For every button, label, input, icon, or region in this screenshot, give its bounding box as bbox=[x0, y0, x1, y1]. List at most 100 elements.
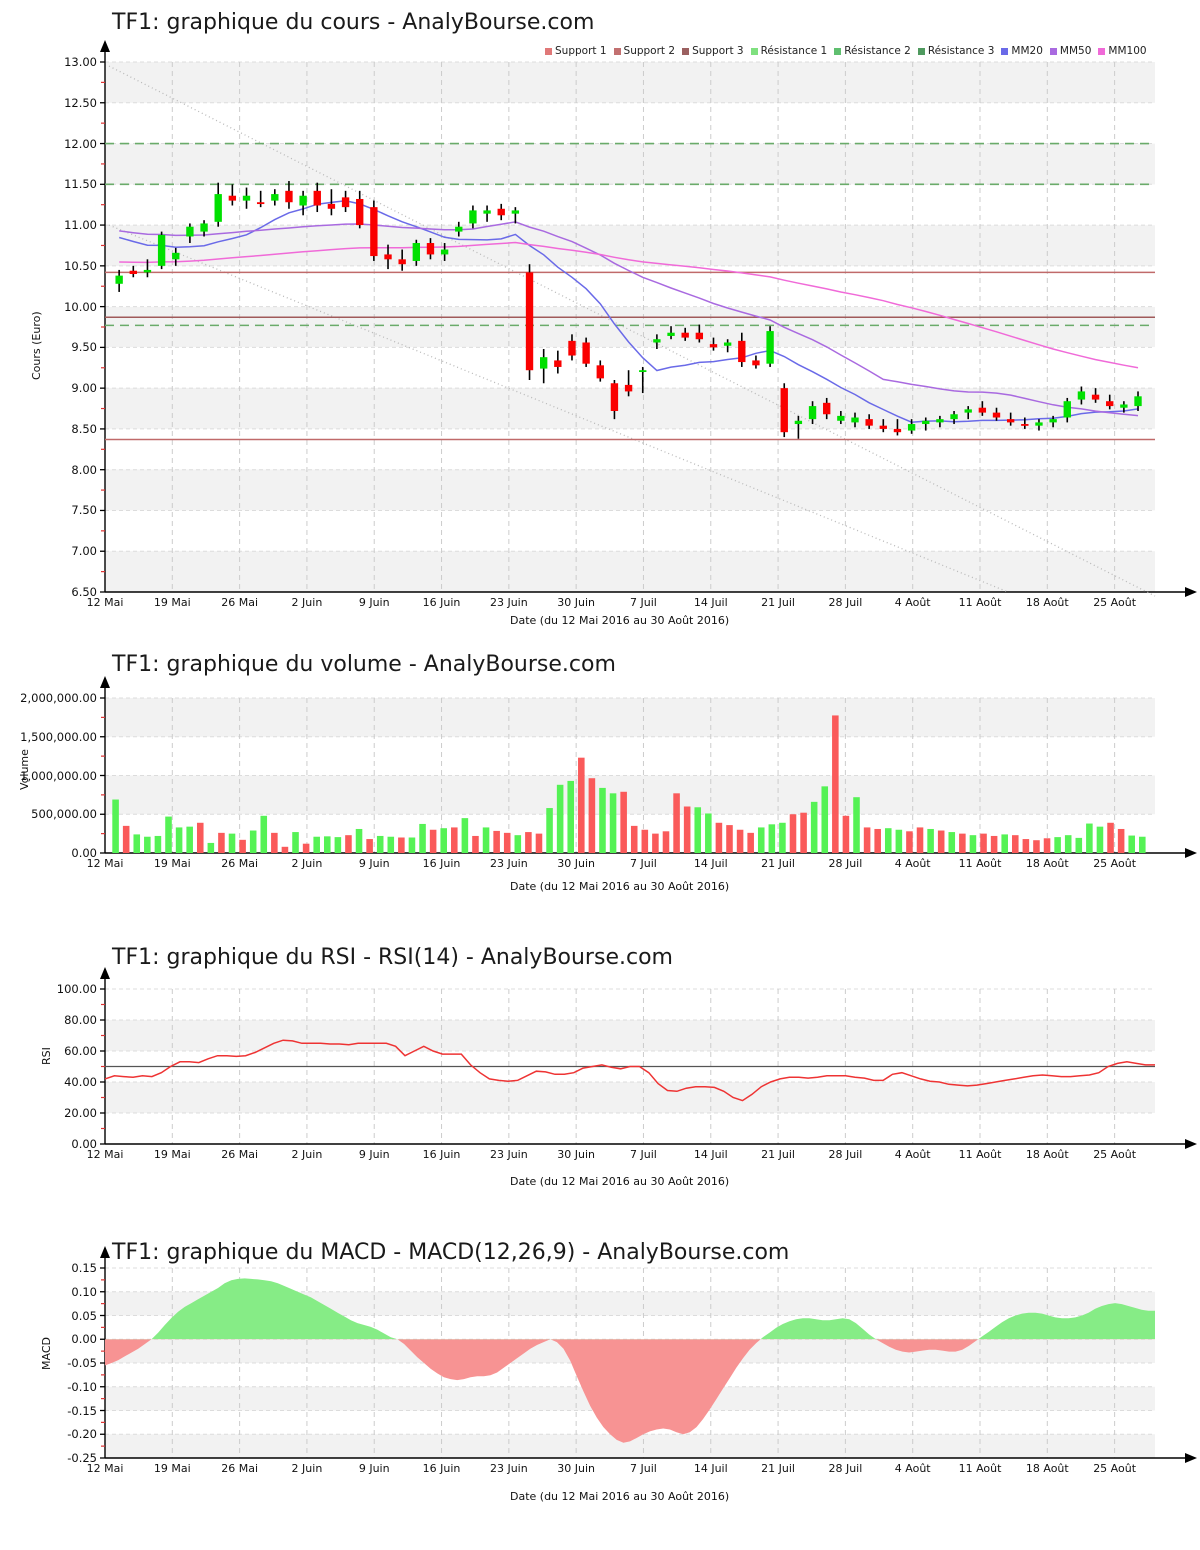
x-tick-label: 14 Juil bbox=[693, 857, 728, 870]
x-tick-label: 23 Juin bbox=[489, 857, 528, 870]
y-tick-label: 0.15 bbox=[71, 1261, 97, 1275]
x-tick-label: 16 Juin bbox=[422, 1148, 461, 1161]
y-tick-label: 100.00 bbox=[56, 982, 97, 996]
x-tick-label: 12 Mai bbox=[86, 1462, 124, 1475]
y-tick-label: 0.00 bbox=[71, 1332, 97, 1347]
legend-swatch-icon bbox=[1001, 47, 1009, 55]
y-tick-label: 80.00 bbox=[64, 1013, 97, 1027]
y-tick-label: 11.50 bbox=[64, 177, 97, 192]
legend-label: MM20 bbox=[1011, 45, 1043, 57]
volume-chart-panel: TF1: graphique du volume - AnalyBourse.c… bbox=[0, 640, 1200, 935]
x-tick-label: 26 Mai bbox=[221, 857, 258, 870]
y-tick-label: 0.00 bbox=[71, 846, 97, 860]
x-tick-label: 14 Juil bbox=[693, 1462, 728, 1475]
x-tick-label: 2 Juin bbox=[291, 1148, 323, 1161]
x-tick-label: 26 Mai bbox=[221, 596, 258, 609]
price-chart-title: TF1: graphique du cours - AnalyBourse.co… bbox=[112, 10, 595, 35]
y-tick-label: -0.10 bbox=[67, 1379, 97, 1394]
volume-x-axis-label: Date (du 12 Mai 2016 au 30 Août 2016) bbox=[510, 880, 730, 893]
x-tick-label: 2 Juin bbox=[291, 596, 323, 609]
x-tick-label: 11 Août bbox=[958, 1148, 1002, 1161]
legend-item-mm20: MM20 bbox=[1001, 45, 1043, 57]
x-tick-label: 14 Juil bbox=[693, 596, 728, 609]
x-tick-label: 23 Juin bbox=[489, 1148, 528, 1161]
legend-swatch-icon bbox=[917, 47, 925, 55]
x-tick-label: 4 Août bbox=[894, 857, 931, 870]
x-tick-label: 16 Juin bbox=[422, 1462, 461, 1475]
legend-swatch-icon bbox=[1049, 47, 1057, 55]
y-tick-label: 1,000,000.00 bbox=[20, 768, 97, 783]
y-tick-label: 1,500,000.00 bbox=[20, 729, 97, 744]
x-tick-label: 25 Août bbox=[1093, 1148, 1137, 1161]
macd-chart-canvas bbox=[100, 1246, 1197, 1463]
legend-label: MM50 bbox=[1059, 45, 1092, 57]
legend-label: Résistance 2 bbox=[844, 45, 911, 57]
y-tick-label: 9.50 bbox=[71, 340, 97, 355]
y-tick-label: 11.00 bbox=[64, 218, 97, 233]
x-tick-label: 18 Août bbox=[1025, 1462, 1069, 1475]
legend-item-mm100: MM100 bbox=[1098, 45, 1147, 57]
legend-swatch-icon bbox=[682, 47, 690, 55]
x-tick-label: 26 Mai bbox=[221, 1148, 258, 1161]
x-tick-label: 4 Août bbox=[894, 1462, 931, 1475]
x-tick-label: 30 Juin bbox=[557, 857, 596, 870]
x-tick-label: 19 Mai bbox=[153, 857, 191, 870]
y-tick-label: 7.00 bbox=[71, 544, 97, 559]
x-tick-label: 12 Mai bbox=[86, 1148, 124, 1161]
legend-item-r-sistance-3: Résistance 3 bbox=[917, 45, 994, 57]
x-tick-label: 11 Août bbox=[958, 596, 1002, 609]
legend-item-support-1: Support 1 bbox=[545, 45, 607, 57]
y-tick-label: 20.00 bbox=[64, 1106, 97, 1120]
x-tick-label: 7 Juil bbox=[630, 596, 657, 609]
legend-swatch-icon bbox=[834, 47, 842, 55]
y-tick-label: 40.00 bbox=[64, 1075, 97, 1089]
y-tick-label: -0.20 bbox=[67, 1427, 97, 1442]
volume-chart-title: TF1: graphique du volume - AnalyBourse.c… bbox=[112, 652, 616, 677]
x-tick-label: 28 Juil bbox=[828, 1148, 863, 1161]
y-tick-label: 0.10 bbox=[71, 1284, 97, 1299]
legend-label: Résistance 1 bbox=[760, 45, 828, 57]
legend-swatch-icon bbox=[545, 47, 552, 55]
x-tick-label: 14 Juil bbox=[693, 1148, 728, 1161]
legend-swatch-icon bbox=[1098, 47, 1106, 55]
x-tick-label: 9 Juin bbox=[358, 1148, 390, 1161]
y-tick-label: 8.00 bbox=[71, 462, 97, 477]
price-chart-canvas bbox=[100, 40, 1197, 597]
x-tick-label: 25 Août bbox=[1093, 596, 1137, 609]
y-tick-label: 13.00 bbox=[64, 55, 97, 69]
price-chart-panel: TF1: graphique du cours - AnalyBourse.co… bbox=[0, 0, 1200, 640]
y-tick-label: -0.25 bbox=[67, 1451, 97, 1465]
price-x-axis-label: Date (du 12 Mai 2016 au 30 Août 2016) bbox=[510, 614, 730, 627]
x-tick-label: 9 Juin bbox=[358, 857, 390, 870]
rsi-chart-panel: TF1: graphique du RSI - RSI(14) - AnalyB… bbox=[0, 935, 1200, 1230]
legend-item-support-3: Support 3 bbox=[682, 45, 744, 57]
legend-item-support-2: Support 2 bbox=[613, 45, 676, 57]
x-tick-label: 26 Mai bbox=[221, 1462, 258, 1475]
y-tick-label: 0.05 bbox=[71, 1308, 97, 1323]
x-tick-label: 18 Août bbox=[1025, 1148, 1069, 1161]
legend-item-r-sistance-1: Résistance 1 bbox=[750, 45, 828, 57]
legend-item-r-sistance-2: Résistance 2 bbox=[834, 45, 911, 57]
legend-label: Support 2 bbox=[623, 45, 676, 57]
y-tick-label: 12.00 bbox=[64, 136, 97, 151]
x-tick-label: 7 Juil bbox=[630, 1148, 657, 1161]
x-tick-label: 16 Juin bbox=[422, 857, 461, 870]
x-tick-label: 12 Mai bbox=[86, 596, 124, 609]
y-tick-label: -0.05 bbox=[67, 1356, 97, 1370]
x-tick-label: 11 Août bbox=[958, 1462, 1002, 1475]
y-tick-label: 12.50 bbox=[64, 95, 97, 110]
x-tick-label: 28 Juil bbox=[828, 596, 863, 609]
x-tick-label: 21 Juil bbox=[761, 857, 795, 870]
x-tick-label: 19 Mai bbox=[153, 1462, 191, 1475]
y-tick-label: 2,000,000.00 bbox=[20, 691, 97, 705]
x-tick-label: 25 Août bbox=[1093, 857, 1137, 870]
rsi-chart-title: TF1: graphique du RSI - RSI(14) - AnalyB… bbox=[112, 945, 673, 970]
y-tick-label: 10.50 bbox=[64, 258, 97, 273]
x-tick-label: 19 Mai bbox=[153, 596, 191, 609]
y-tick-label: 500,000.00 bbox=[31, 807, 97, 822]
y-tick-label: 10.00 bbox=[64, 299, 97, 314]
x-tick-label: 23 Juin bbox=[489, 596, 528, 609]
rsi-chart-canvas bbox=[100, 967, 1197, 1149]
x-tick-label: 2 Juin bbox=[291, 857, 323, 870]
y-tick-label: 7.50 bbox=[71, 503, 97, 518]
